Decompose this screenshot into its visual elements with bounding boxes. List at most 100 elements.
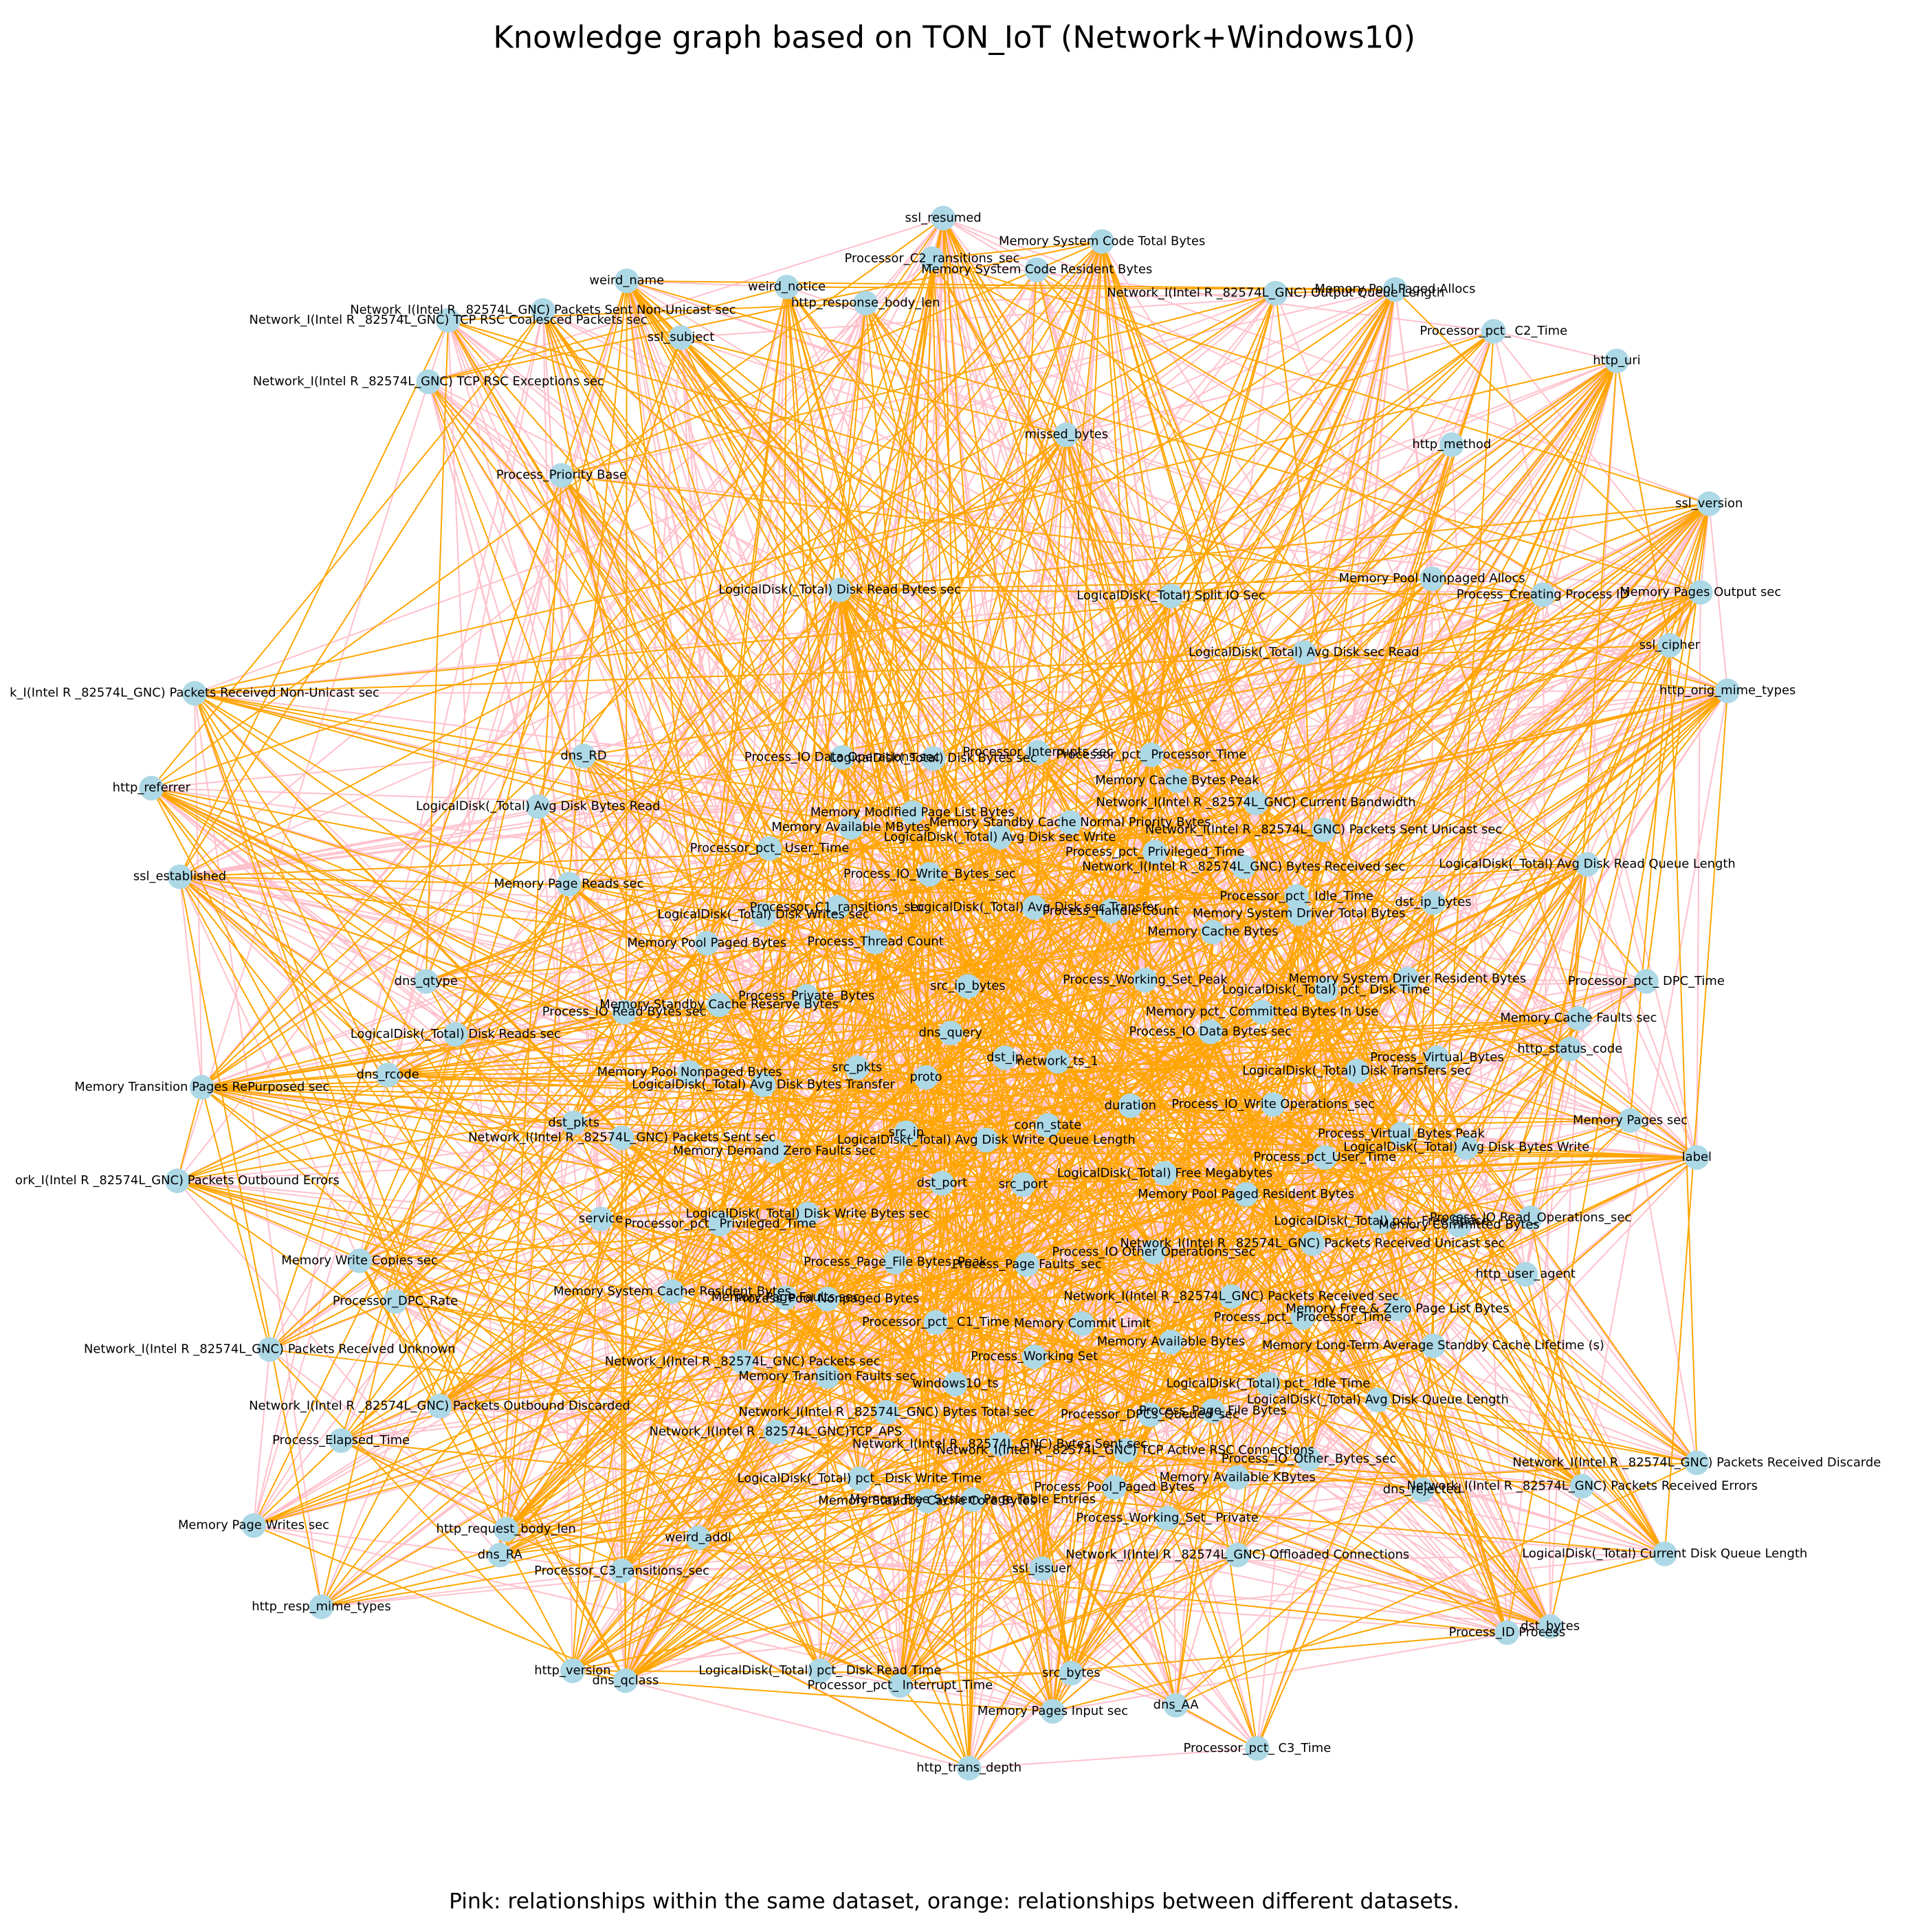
- node: [1040, 1699, 1065, 1724]
- node: [677, 1060, 703, 1085]
- node-label: Network_I(Intel R _82574L_GNC) Packets R…: [84, 1342, 456, 1356]
- node-label: dns_rejected: [1383, 1483, 1461, 1497]
- node: [762, 1139, 787, 1164]
- node: [1395, 966, 1420, 992]
- node-label: Process_Working_Set_ Private: [1076, 1511, 1258, 1525]
- node: [241, 1513, 266, 1538]
- node-label: Memory Free System Page Table Entries: [850, 1492, 1096, 1507]
- node-label: Memory Cache Faults sec: [1500, 1011, 1657, 1025]
- node: [844, 1055, 870, 1080]
- node-label: Processor_C3_ransitions_sec: [534, 1564, 709, 1578]
- node-label: Process_Private_Bytes: [738, 988, 875, 1003]
- node-label: LogicalDisk(_Total) Disk Transfers sec: [1242, 1064, 1471, 1078]
- node-label: Memory Commit Limit: [1014, 1316, 1151, 1331]
- node-label: Processor_pct_ Privileged_Time: [624, 1217, 816, 1231]
- node-label: weird_addl: [665, 1531, 731, 1545]
- node: [1029, 1556, 1054, 1581]
- node: [494, 1517, 519, 1542]
- node: [1657, 632, 1682, 658]
- node-label: LogicalDisk(_Total) Avg Disk Bytes Read: [416, 799, 661, 814]
- node: [1369, 1209, 1394, 1234]
- node-label: src_ip: [889, 1125, 924, 1140]
- node: [1697, 491, 1722, 516]
- node: [1035, 1113, 1061, 1138]
- node: [1155, 1505, 1180, 1531]
- node: [1010, 1172, 1036, 1197]
- node: [1026, 740, 1050, 765]
- node: [1296, 1446, 1321, 1472]
- node-label: Network_I(Intel R _82574L_GNC) Bytes Tot…: [738, 1405, 1034, 1419]
- node-label: dns_qclass: [593, 1673, 659, 1687]
- node: [1715, 678, 1741, 704]
- node-label: windows10_ts: [912, 1377, 998, 1391]
- node: [1382, 277, 1408, 302]
- node: [1054, 422, 1079, 447]
- node: [956, 1755, 982, 1781]
- node-label: http_version: [534, 1663, 610, 1678]
- node: [1481, 319, 1506, 344]
- node: [1200, 1399, 1226, 1423]
- node: [613, 1668, 638, 1694]
- node-label: label: [1682, 1150, 1712, 1164]
- node-label: LogicalDisk(_Total) pct_ Free Space: [1274, 1214, 1489, 1228]
- node: [1454, 1135, 1479, 1160]
- node-label: src_bytes: [1042, 1666, 1100, 1680]
- node-label: LogicalDisk(_Total) Current Disk Queue L…: [1522, 1546, 1807, 1561]
- node-label: weird_notice: [748, 280, 826, 294]
- node: [1604, 348, 1629, 374]
- node-label: dns_RA: [478, 1548, 523, 1562]
- node-label: Processor_pct_ DPC_Time: [1568, 974, 1725, 988]
- node: [1261, 1092, 1286, 1117]
- node-label: Processor_C2_ransitions_sec: [845, 251, 1020, 265]
- node: [917, 862, 942, 887]
- node-label: http_method: [1412, 437, 1491, 452]
- node-label: Processor_DPC_Rate: [333, 1294, 458, 1309]
- node-label: Process_Working_Set_Peak: [1063, 973, 1228, 987]
- node: [1421, 1333, 1446, 1359]
- node-label: Processor_Interrupts sec: [962, 745, 1113, 759]
- node-label: Process_Pool Nonpaged Bytes: [736, 1291, 919, 1306]
- node-label: src_port: [999, 1177, 1048, 1191]
- node: [1197, 1019, 1223, 1045]
- node: [1138, 1402, 1162, 1428]
- node-label: Processor_pct_ C3_Time: [1183, 1741, 1331, 1755]
- node: [1574, 852, 1600, 877]
- node-label: LogicalDisk(_Total) pct_ Disk Write Time: [738, 1472, 982, 1486]
- node-label: Memory Pool Nonpaged Bytes: [597, 1065, 782, 1079]
- node-label: LogicalDisk(_Total) Free Megabytes: [1057, 1166, 1272, 1180]
- node-label: dns_qtype: [395, 974, 458, 988]
- node-label: dns_RD: [560, 748, 606, 763]
- node-label: LogicalDisk(_Total) Disk Write Bytes sec: [686, 1206, 930, 1221]
- node-label: Network_I(Intel R _82574L_GNC) Packets R…: [1063, 1289, 1399, 1303]
- node-label: LogicalDisk(_Total) pct_ Disk Read Time: [698, 1663, 941, 1678]
- node: [1566, 1006, 1591, 1031]
- node: [987, 825, 1013, 850]
- node: [887, 1673, 913, 1698]
- node-label: k_I(Intel R _82574L_GNC) Packets Receive…: [10, 686, 379, 700]
- node: [1652, 1541, 1677, 1566]
- node: [427, 1393, 452, 1419]
- node: [956, 974, 980, 999]
- node: [383, 1289, 408, 1314]
- node: [1113, 1438, 1138, 1463]
- node-label: Process_Pool_Paged Bytes: [1034, 1480, 1195, 1494]
- node-label: Memory Committed Bytes: [1379, 1218, 1540, 1232]
- node-label: dst_pkts: [548, 1115, 599, 1130]
- node: [815, 1287, 840, 1311]
- node: [416, 369, 441, 395]
- node: [413, 968, 439, 994]
- node: [1256, 1371, 1281, 1397]
- node-label: Network_I(Intel R _82574L_GNC) Packets R…: [1512, 1455, 1881, 1469]
- node-label: Process_Creating Process ID: [1457, 587, 1629, 601]
- node-label: Process_Virtual_Bytes Peak: [1318, 1126, 1485, 1141]
- node: [1446, 1212, 1472, 1238]
- node-label: dst_bytes: [1521, 1619, 1580, 1633]
- node-label: Memory Pool Paged Resident Bytes: [1138, 1187, 1354, 1201]
- node-label: LogicalDisk(_Total) Avg Disk Write Queue…: [837, 1133, 1136, 1147]
- node-label: Network_I(Intel R _82574L_GNC) Packets S…: [468, 1130, 775, 1144]
- node-label: ssl_cipher: [1639, 638, 1701, 652]
- node-label: Network_I(Intel R _82574L_GNC) Packets s…: [605, 1354, 881, 1368]
- node: [1225, 1465, 1250, 1490]
- node-label: http_orig_mime_types: [1659, 683, 1796, 698]
- node-label: dns_rcode: [357, 1067, 419, 1082]
